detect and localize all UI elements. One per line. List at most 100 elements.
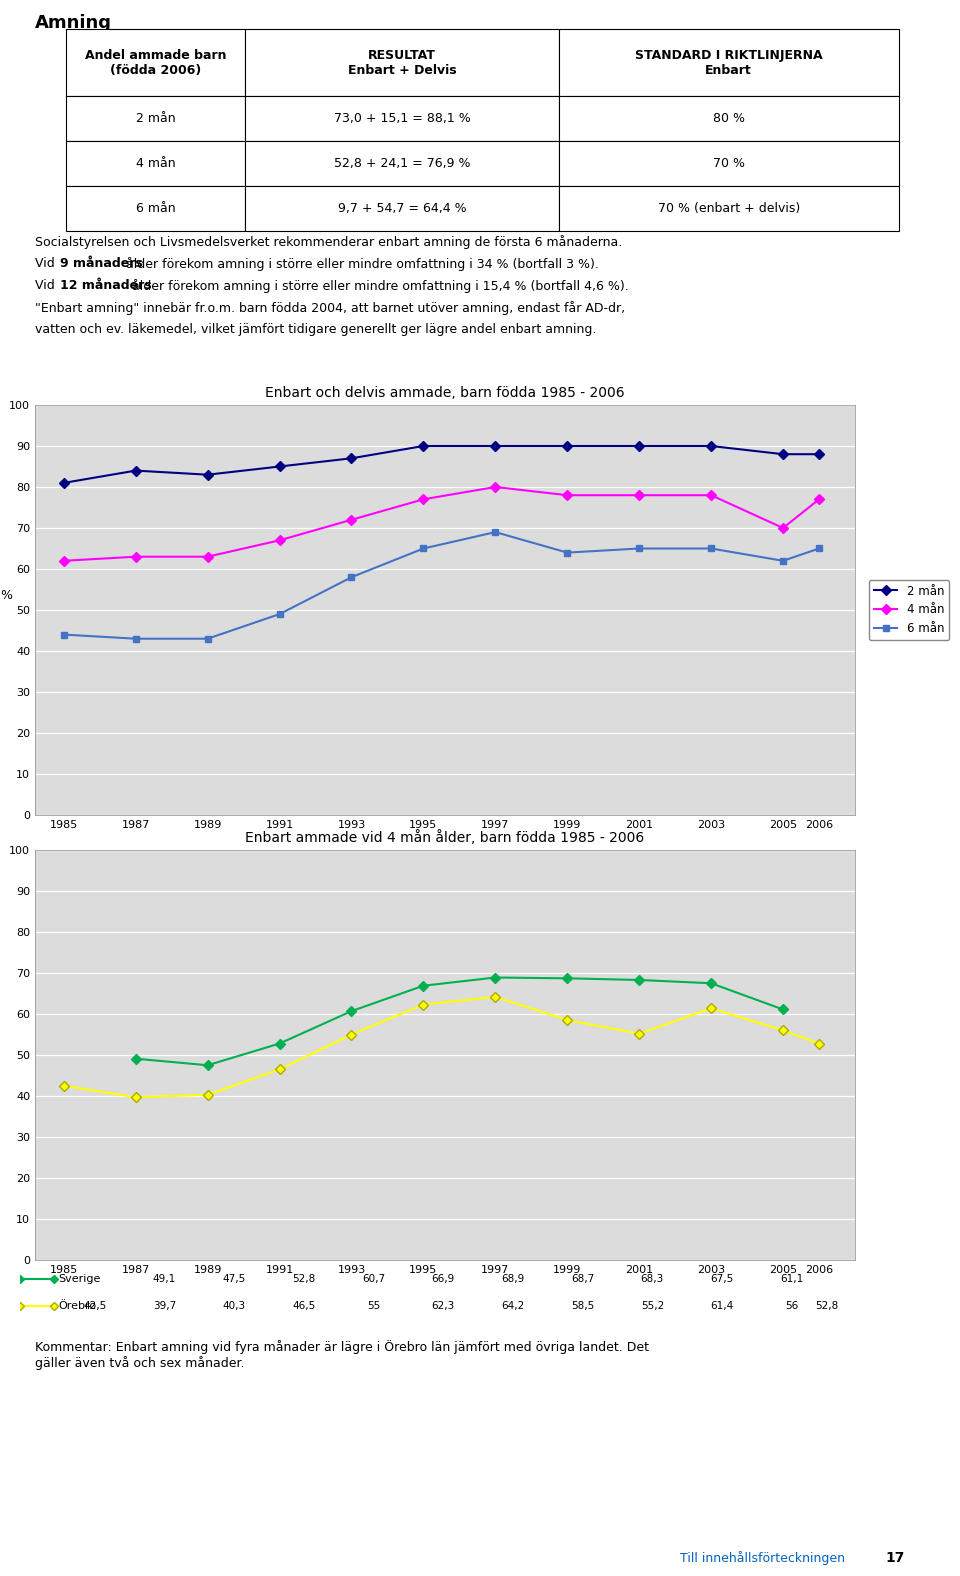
Text: Vid: Vid [35,279,59,292]
Örebro [274,1061,285,1080]
2 mån [634,437,645,455]
2 mån [778,444,789,463]
4 mån [634,485,645,504]
Text: 52,8: 52,8 [815,1302,838,1311]
Text: Vid: Vid [35,257,59,269]
Text: Socialstyrelsen och Livsmedelsverket rekommenderar enbart amning de första 6 mån: Socialstyrelsen och Livsmedelsverket rek… [35,235,622,249]
Örebro [778,1021,789,1040]
Text: 52,8: 52,8 [292,1273,316,1284]
4 mån [562,485,573,504]
Text: 61,1: 61,1 [780,1273,804,1284]
Text: 68,3: 68,3 [640,1273,664,1284]
Sverige [130,1050,141,1069]
2 mån [130,462,141,481]
4 mån [202,547,213,566]
2 mån [490,437,501,455]
Text: 39,7: 39,7 [153,1302,176,1311]
6 mån [274,605,285,624]
Örebro [634,1024,645,1043]
Sverige [490,968,501,987]
Text: 68,7: 68,7 [571,1273,594,1284]
Text: 66,9: 66,9 [432,1273,455,1284]
4 mån [58,552,69,571]
Text: 17: 17 [886,1551,905,1565]
2 mån [58,473,69,492]
Örebro [562,1010,573,1029]
6 mån [634,539,645,558]
Örebro [418,994,429,1013]
Text: 40,3: 40,3 [223,1302,246,1311]
Örebro [813,1034,825,1053]
6 mån [418,539,429,558]
6 mån [562,544,573,563]
2 mån [706,437,717,455]
Text: 67,5: 67,5 [710,1273,733,1284]
Text: 46,5: 46,5 [292,1302,316,1311]
Text: "Enbart amning" innebär fr.o.m. barn födda 2004, att barnet utöver amning, endas: "Enbart amning" innebär fr.o.m. barn föd… [35,301,625,315]
Text: 58,5: 58,5 [571,1302,594,1311]
Text: vatten och ev. läkemedel, vilket jämfört tidigare generellt ger lägre andel enba: vatten och ev. läkemedel, vilket jämfört… [35,323,596,336]
Text: 42,5: 42,5 [83,1302,107,1311]
Line: 6 mån: 6 mån [60,528,823,641]
4 mån [706,485,717,504]
Sverige [778,1001,789,1020]
6 mån [58,626,69,645]
Text: ålder förekom amning i större eller mindre omfattning i 34 % (bortfall 3 %).: ålder förekom amning i större eller mind… [122,257,599,271]
Text: 55: 55 [367,1302,380,1311]
Text: 55,2: 55,2 [640,1302,664,1311]
Text: 56: 56 [785,1302,799,1311]
6 mån [706,539,717,558]
Örebro [58,1076,69,1095]
Sverige [346,1002,357,1021]
Sverige [706,974,717,993]
Text: 61,4: 61,4 [710,1302,733,1311]
Y-axis label: %: % [0,589,12,602]
Örebro [346,1024,357,1043]
2 mån [346,449,357,468]
4 mån [813,490,825,509]
Text: 64,2: 64,2 [501,1302,524,1311]
Text: 9 månaders: 9 månaders [60,257,142,269]
Sverige [634,971,645,990]
Text: Kommentar: Enbart amning vid fyra månader är lägre i Örebro län jämfört med övri: Kommentar: Enbart amning vid fyra månade… [35,1340,649,1370]
Line: Sverige: Sverige [132,974,786,1069]
Line: 2 mån: 2 mån [60,443,823,487]
6 mån [346,567,357,586]
Text: 49,1: 49,1 [153,1273,176,1284]
Sverige [202,1056,213,1075]
4 mån [274,531,285,550]
Sverige [274,1034,285,1053]
4 mån [130,547,141,566]
Text: Örebro: Örebro [59,1302,96,1311]
Text: ålder förekom amning i större eller mindre omfattning i 15,4 % (bortfall 4,6 %).: ålder förekom amning i större eller mind… [128,279,629,293]
Legend: 2 mån, 4 mån, 6 mån: 2 mån, 4 mån, 6 mån [869,580,949,640]
2 mån [202,465,213,484]
4 mån [778,519,789,537]
4 mån [346,511,357,530]
Line: 4 mån: 4 mån [60,484,823,564]
4 mån [418,490,429,509]
Text: Till innehållsförteckningen: Till innehållsförteckningen [680,1551,845,1565]
2 mån [418,437,429,455]
Sverige [562,969,573,988]
2 mån [562,437,573,455]
Title: Enbart ammade vid 4 mån ålder, barn födda 1985 - 2006: Enbart ammade vid 4 mån ålder, barn född… [246,829,644,845]
6 mån [778,552,789,571]
Text: 62,3: 62,3 [432,1302,455,1311]
6 mån [130,629,141,648]
4 mån [490,478,501,496]
Line: Örebro: Örebro [60,993,823,1100]
Text: 12 månaders: 12 månaders [60,279,152,292]
6 mån [813,539,825,558]
Title: Enbart och delvis ammade, barn födda 1985 - 2006: Enbart och delvis ammade, barn födda 198… [265,386,625,400]
2 mån [274,457,285,476]
Text: Sverige: Sverige [59,1273,101,1284]
2 mån [813,444,825,463]
Text: Amning: Amning [35,14,112,32]
6 mån [202,629,213,648]
Text: 68,9: 68,9 [501,1273,524,1284]
Örebro [706,999,717,1018]
Örebro [202,1086,213,1105]
6 mån [490,523,501,542]
Sverige [418,976,429,994]
